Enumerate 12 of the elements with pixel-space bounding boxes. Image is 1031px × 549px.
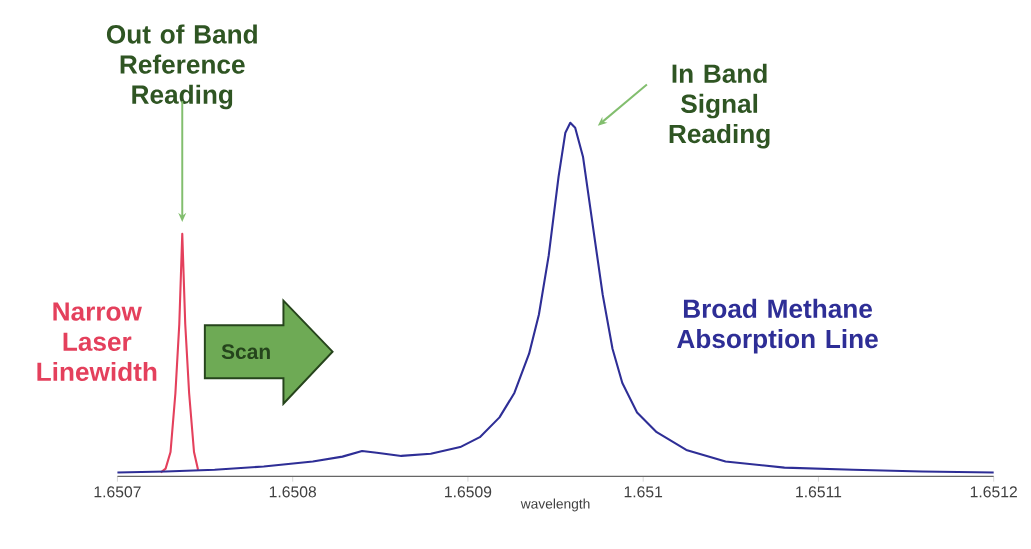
text: Broad Methane Absorption Line — [677, 298, 878, 354]
series-label: Narrow Laser Linewidth — [37, 302, 157, 382]
annotation: In Band Signal Reading — [669, 63, 770, 149]
x-tick-label: 1.6509 — [445, 486, 492, 498]
x-tick-label: 1.6508 — [269, 486, 317, 498]
text: Out of Band Reference Reading — [106, 24, 257, 110]
x-tick-label: 1.6511 — [796, 486, 842, 498]
annotation: Scan — [221, 344, 270, 360]
x-axis-title: wavelength — [520, 498, 590, 512]
x-tick-label: 1.651 — [624, 486, 663, 498]
x-tick-label: 1.6512 — [970, 486, 1017, 498]
x-tick-label: 1.6507 — [94, 486, 141, 498]
